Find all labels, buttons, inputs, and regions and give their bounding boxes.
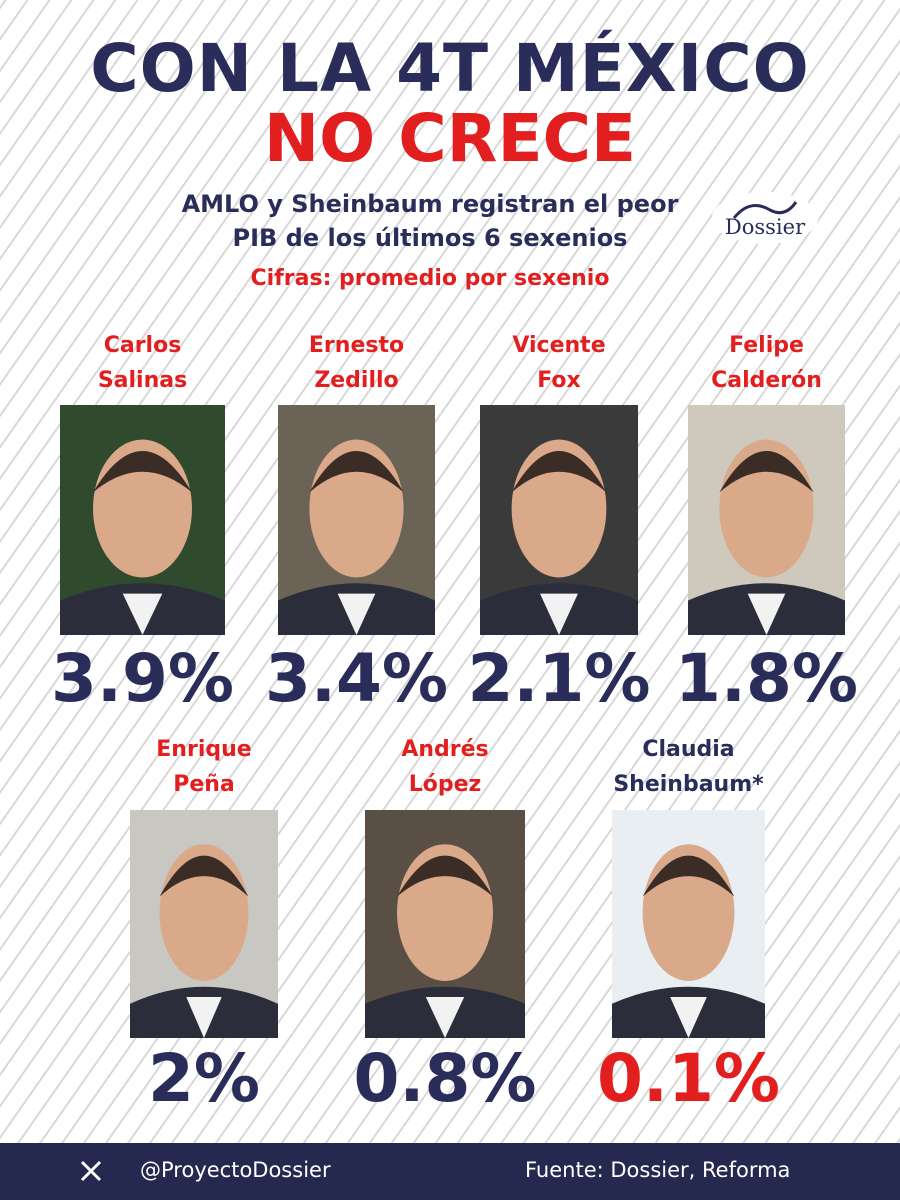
growth-value: 3.9% <box>50 640 235 717</box>
president-first-name: Ernesto <box>308 333 405 358</box>
title-highlight: NO CRECE <box>263 100 637 177</box>
president-last-name: López <box>408 772 482 797</box>
portrait <box>688 439 845 635</box>
logo-mark <box>732 201 798 219</box>
subtitle: PIB de los últimos 6 sexenios <box>232 224 628 252</box>
president-last-name: Zedillo <box>314 368 399 393</box>
president-first-name: Carlos <box>103 333 182 358</box>
portrait <box>130 844 278 1038</box>
president-last-name: Fox <box>537 368 581 393</box>
portrait <box>612 844 765 1038</box>
portrait <box>365 844 525 1038</box>
title: CON LA 4T MÉXICO <box>90 30 810 107</box>
president-last-name: Sheinbaum* <box>613 772 764 797</box>
logo: Dossier <box>712 192 818 244</box>
growth-value: 3.4% <box>264 640 449 717</box>
portrait <box>60 439 225 635</box>
president-first-name: Claudia <box>642 737 735 762</box>
president-first-name: Vicente <box>512 333 606 358</box>
footer: @ProyectoDossier Fuente: Dossier, Reform… <box>0 1143 900 1200</box>
x-icon[interactable] <box>80 1160 102 1182</box>
president-first-name: Felipe <box>729 333 804 358</box>
note: Cifras: promedio por sexenio <box>250 266 610 291</box>
growth-value: 0.1% <box>596 1040 781 1117</box>
subtitle: AMLO y Sheinbaum registran el peor <box>181 190 679 218</box>
president-first-name: Enrique <box>156 737 252 762</box>
growth-value: 0.8% <box>353 1040 537 1117</box>
source: Fuente: Dossier, Reforma <box>525 1158 791 1182</box>
president-last-name: Salinas <box>97 368 188 393</box>
president-photo <box>365 810 525 1038</box>
portrait <box>278 439 435 635</box>
growth-value: 1.8% <box>674 640 859 717</box>
president-photo <box>278 405 435 635</box>
president-last-name: Peña <box>173 772 235 797</box>
president-first-name: Andrés <box>401 737 489 762</box>
handle[interactable]: @ProyectoDossier <box>140 1158 331 1182</box>
president-photo <box>612 810 765 1038</box>
growth-value: 2.1% <box>467 640 651 717</box>
president-last-name: Calderón <box>711 368 822 393</box>
president-photo <box>480 405 638 635</box>
growth-value: 2% <box>147 1040 261 1117</box>
president-photo <box>688 405 845 635</box>
logo-text: Dossier <box>724 215 806 239</box>
president-photo <box>130 810 278 1038</box>
portrait <box>480 439 638 635</box>
president-photo <box>60 405 225 635</box>
